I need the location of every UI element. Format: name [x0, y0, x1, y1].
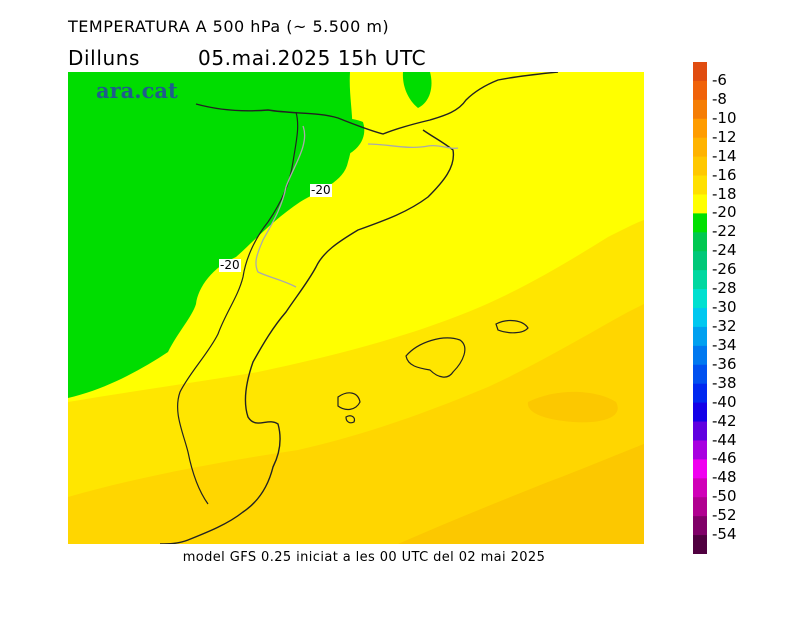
colorbar-swatch — [693, 270, 707, 290]
contour-label: -20 — [219, 258, 241, 272]
colorbar-label: -50 — [712, 487, 737, 506]
colorbar-label: -24 — [712, 241, 737, 260]
logo: ara.cat — [96, 78, 178, 103]
colorbar-label: -42 — [712, 411, 737, 430]
colorbar-label: -20 — [712, 203, 737, 222]
colorbar-label: -28 — [712, 279, 737, 298]
colorbar-swatch — [693, 402, 707, 423]
colorbar — [693, 62, 707, 554]
island-mallorca — [405, 337, 466, 378]
colorbar-swatch — [693, 478, 707, 498]
model-footnote: model GFS 0.25 iniciat a les 00 UTC del … — [182, 550, 546, 565]
colorbar-swatch — [693, 535, 707, 554]
colorbar-label: -36 — [712, 354, 737, 373]
colorbar-swatch — [693, 99, 707, 120]
colorbar-swatch — [693, 516, 707, 536]
colorbar-swatch — [693, 175, 707, 195]
chart-title: TEMPERATURA A 500 hPa (~ 5.500 m) — [68, 17, 390, 36]
colorbar-swatch — [693, 194, 707, 214]
field-gold-3-patch — [527, 391, 618, 423]
colorbar-swatch — [693, 345, 707, 366]
colorbar-swatch — [693, 62, 707, 82]
colorbar-label: -52 — [712, 506, 737, 525]
colorbar-label: -16 — [712, 165, 737, 184]
colorbar-swatch — [693, 421, 707, 441]
colorbar-swatch — [693, 289, 707, 309]
border-france — [255, 125, 459, 288]
contour-label: -20 — [310, 183, 332, 197]
colorbar-swatch — [693, 364, 707, 385]
forecast-datetime: 05.mai.2025 15h UTC — [198, 46, 427, 70]
colorbar-label: -40 — [712, 392, 737, 411]
colorbar-swatch — [693, 137, 707, 158]
colorbar-label: -46 — [712, 449, 737, 468]
colorbar-swatch — [693, 80, 707, 101]
field-green-2 — [308, 118, 365, 159]
colorbar-label: -14 — [712, 146, 737, 165]
field-gold-3 — [398, 444, 644, 544]
colorbar-label: -38 — [712, 373, 737, 392]
colorbar-label: -22 — [712, 222, 737, 241]
coastline — [159, 72, 559, 544]
field-gold-2 — [68, 304, 644, 544]
colorbar-label: -32 — [712, 316, 737, 335]
forecast-day: Dilluns — [68, 46, 141, 70]
colorbar-swatch — [693, 326, 707, 347]
field-green-3 — [402, 72, 432, 108]
colorbar-label: -6 — [712, 70, 727, 89]
colorbar-label: -10 — [712, 108, 737, 127]
colorbar-label: -44 — [712, 430, 737, 449]
colorbar-swatch — [693, 232, 707, 252]
field-green-5 — [203, 86, 224, 96]
field-green-4 — [153, 85, 178, 96]
colorbar-swatch — [693, 156, 707, 177]
island-formentera — [345, 415, 356, 424]
colorbar-label: -34 — [712, 335, 737, 354]
colorbar-label: -18 — [712, 184, 737, 203]
colorbar-label: -30 — [712, 298, 737, 316]
colorbar-label: -48 — [712, 468, 737, 487]
colorbar-swatch — [693, 459, 707, 479]
colorbar-swatch — [693, 118, 707, 139]
temperature-map — [68, 72, 644, 544]
colorbar-swatch — [693, 213, 707, 233]
colorbar-swatch — [693, 308, 707, 328]
inland-border — [177, 111, 299, 505]
island-menorca — [495, 319, 529, 334]
colorbar-swatch — [693, 383, 707, 404]
colorbar-label: -26 — [712, 260, 737, 279]
island-ibiza — [337, 392, 361, 411]
colorbar-swatch — [693, 251, 707, 271]
colorbar-label: -54 — [712, 525, 737, 544]
field-green — [68, 72, 353, 398]
colorbar-swatch — [693, 497, 707, 517]
colorbar-label: -8 — [712, 89, 727, 108]
colorbar-label: -12 — [712, 127, 737, 146]
colorbar-swatch — [693, 440, 707, 460]
colorbar-swatches — [693, 62, 707, 554]
